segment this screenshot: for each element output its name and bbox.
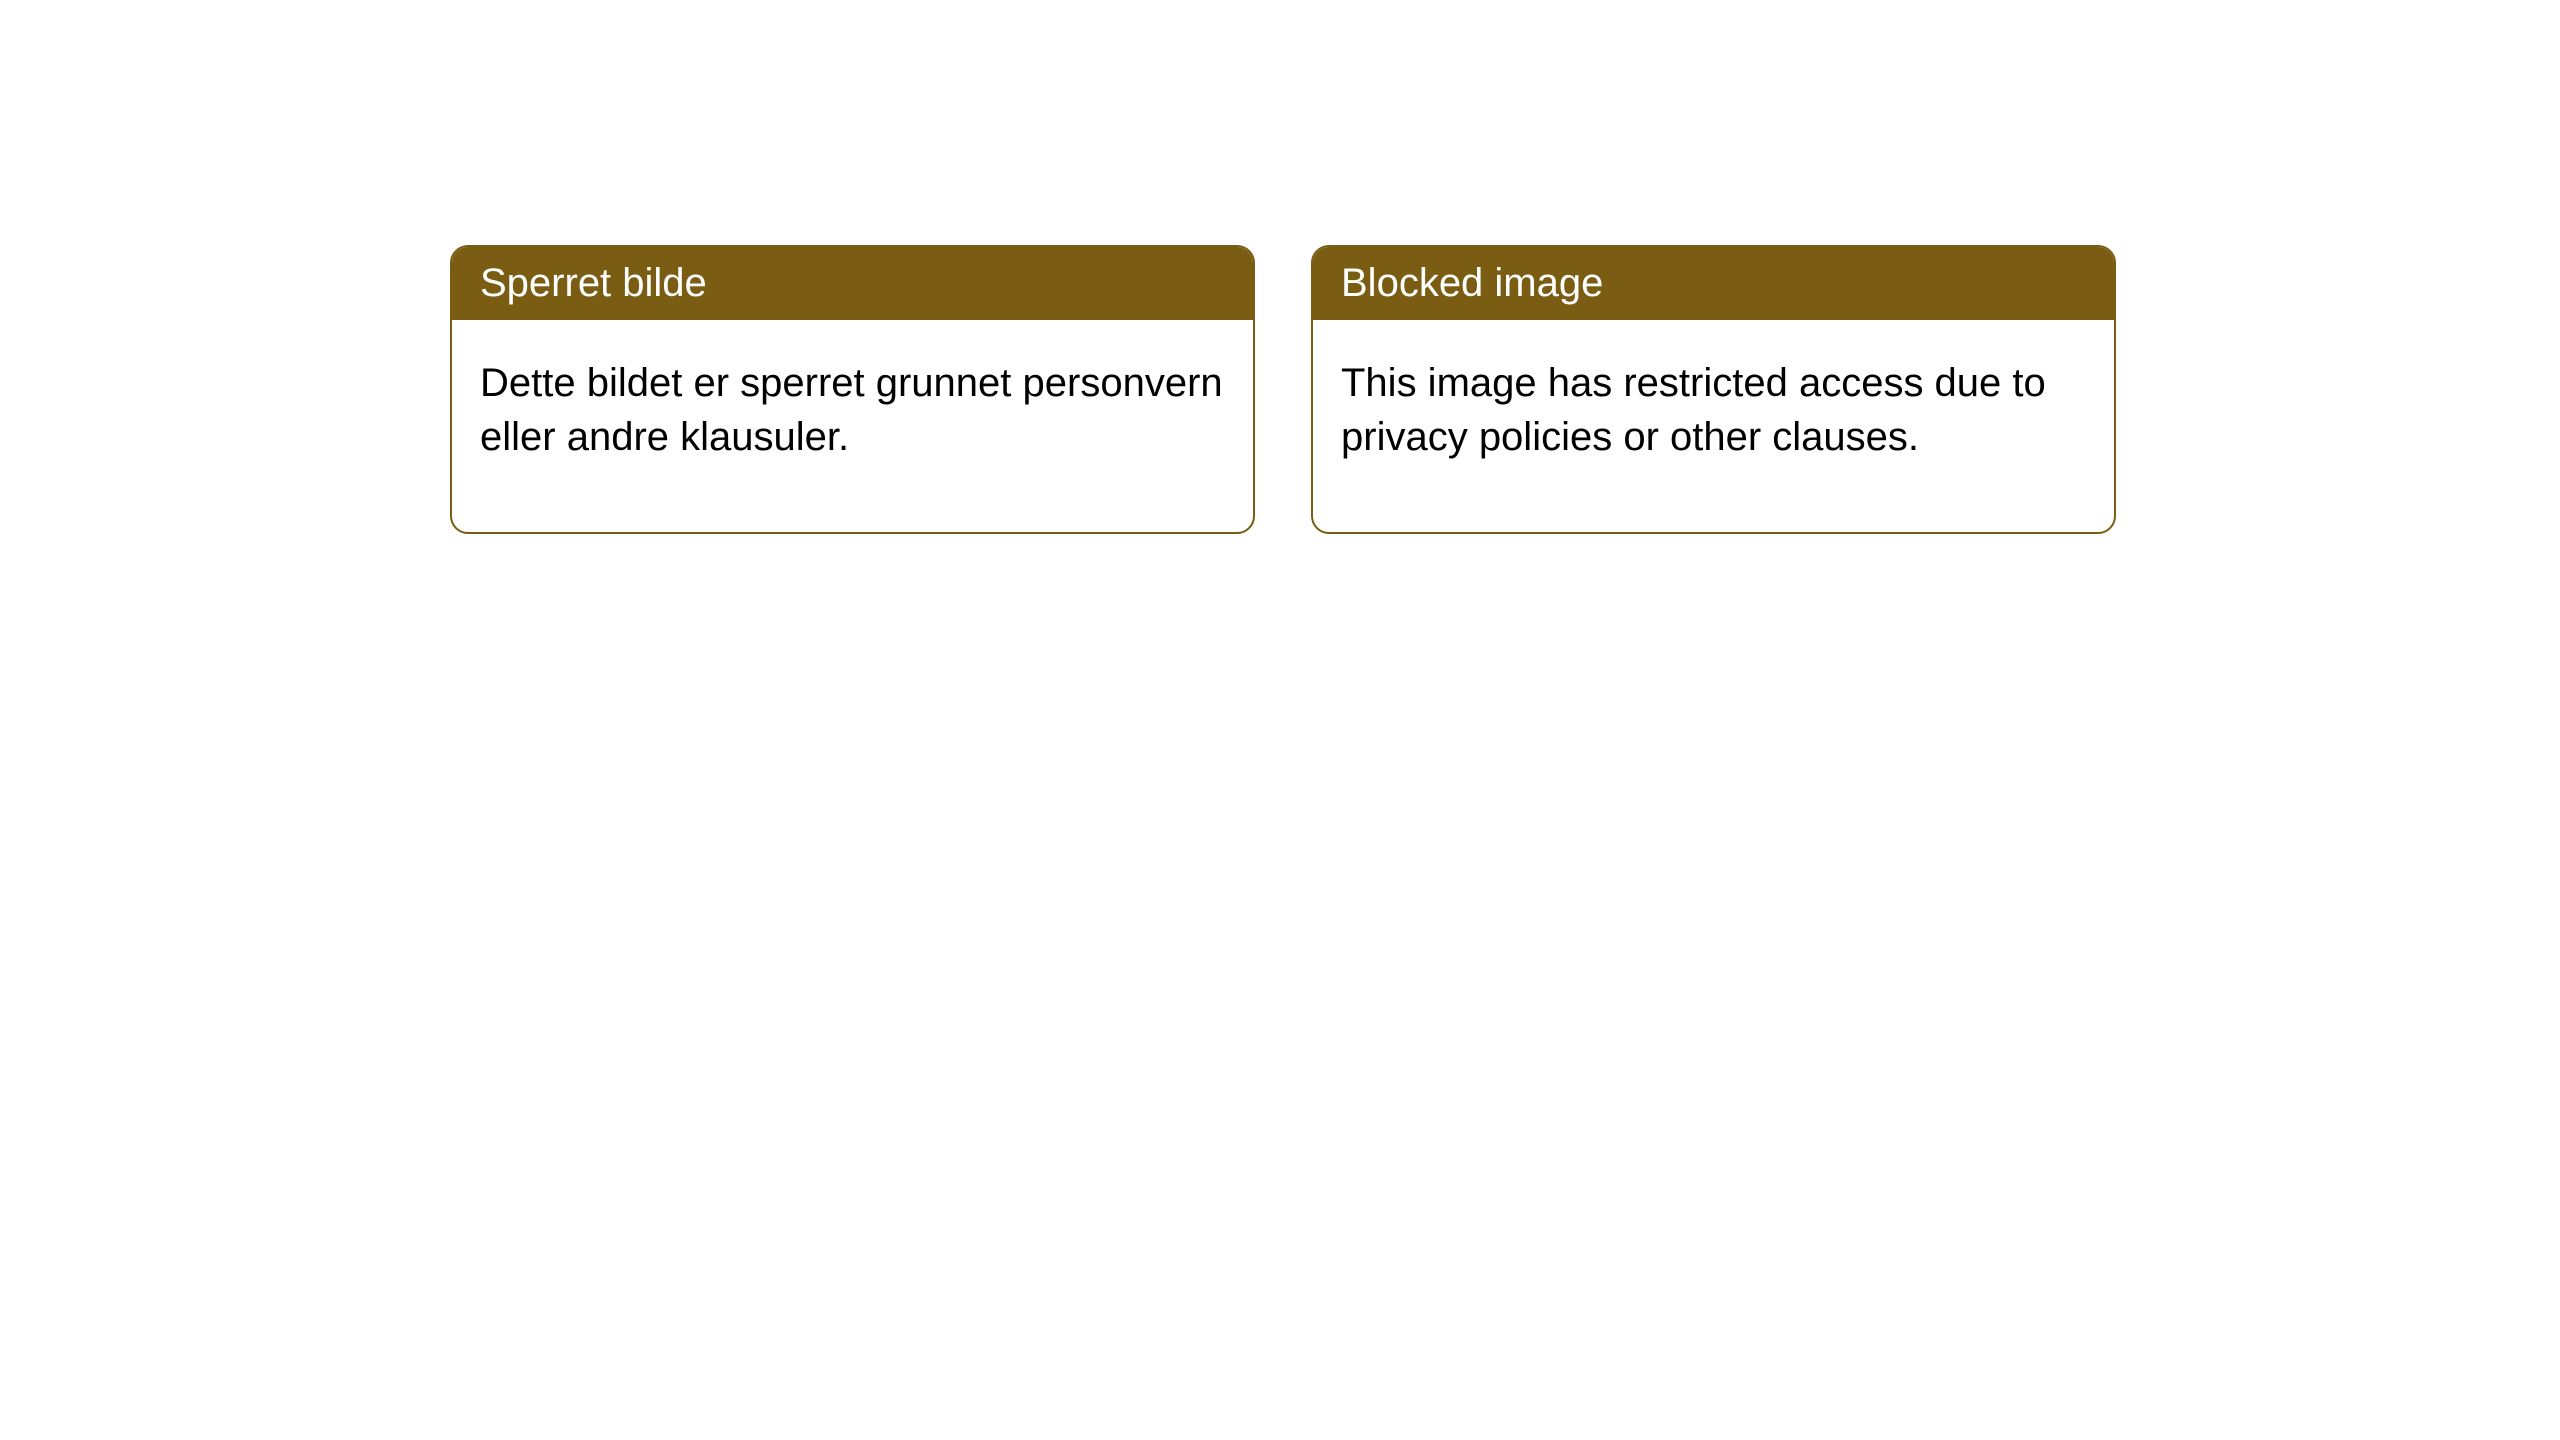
card-header-english: Blocked image — [1313, 247, 2114, 320]
card-body-norwegian: Dette bildet er sperret grunnet personve… — [452, 320, 1253, 532]
blocked-image-cards: Sperret bilde Dette bildet er sperret gr… — [450, 245, 2116, 534]
card-english: Blocked image This image has restricted … — [1311, 245, 2116, 534]
card-body-english: This image has restricted access due to … — [1313, 320, 2114, 532]
card-header-norwegian: Sperret bilde — [452, 247, 1253, 320]
card-norwegian: Sperret bilde Dette bildet er sperret gr… — [450, 245, 1255, 534]
